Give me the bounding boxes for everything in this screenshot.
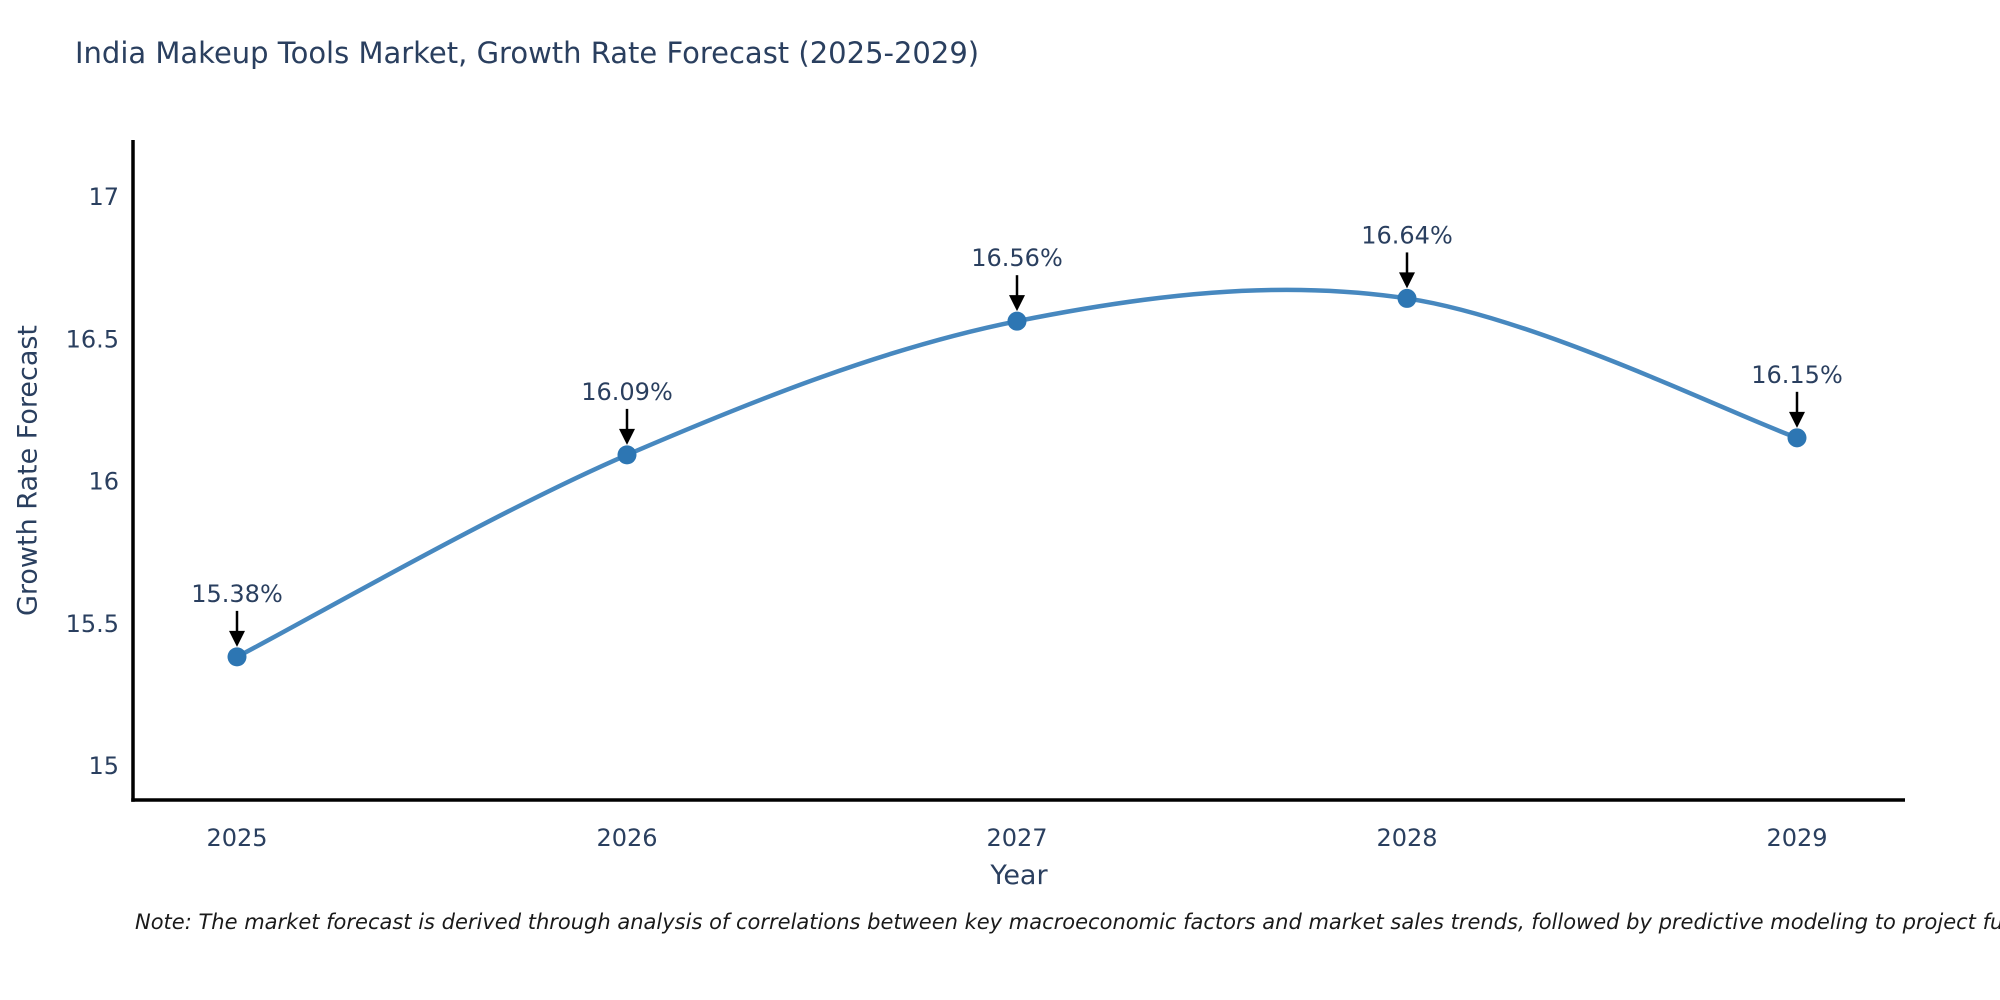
x-tick-label: 2028 — [1376, 824, 1437, 852]
x-axis-title: Year — [990, 860, 1048, 891]
data-point-marker — [1397, 288, 1417, 308]
y-tick-label: 17 — [88, 183, 119, 211]
y-tick-label: 16 — [88, 468, 119, 496]
forecast-trend-line — [235, 287, 1798, 659]
annotation-arrow-head — [1789, 411, 1805, 428]
data-point-label: 16.56% — [971, 244, 1063, 272]
data-point-label: 15.38% — [191, 580, 283, 608]
data-point-label: 16.09% — [581, 378, 673, 406]
x-tick-label: 2025 — [206, 824, 267, 852]
y-tick-label: 16.5 — [66, 325, 119, 353]
x-tick-label: 2029 — [1766, 824, 1827, 852]
y-axis-title: Growth Rate Forecast — [12, 324, 44, 617]
data-point-marker — [227, 647, 247, 667]
data-point-marker — [1787, 428, 1807, 448]
y-tick-label: 15.5 — [66, 610, 119, 638]
data-point-marker — [617, 445, 637, 465]
x-tick-label: 2027 — [986, 824, 1047, 852]
data-point-marker — [1007, 311, 1027, 331]
y-tick-label: 15 — [88, 752, 119, 780]
x-tick-label: 2026 — [596, 824, 657, 852]
annotation-arrow-head — [619, 428, 635, 445]
footnote: Note: The market forecast is derived thr… — [135, 910, 2000, 934]
annotation-arrow-head — [1009, 295, 1025, 312]
data-point-label: 16.64% — [1361, 221, 1453, 249]
chart-title: India Makeup Tools Market, Growth Rate F… — [75, 36, 980, 70]
data-point-label: 16.15% — [1751, 361, 1843, 389]
annotation-arrow-head — [1399, 272, 1415, 289]
annotation-arrow-head — [229, 630, 245, 647]
